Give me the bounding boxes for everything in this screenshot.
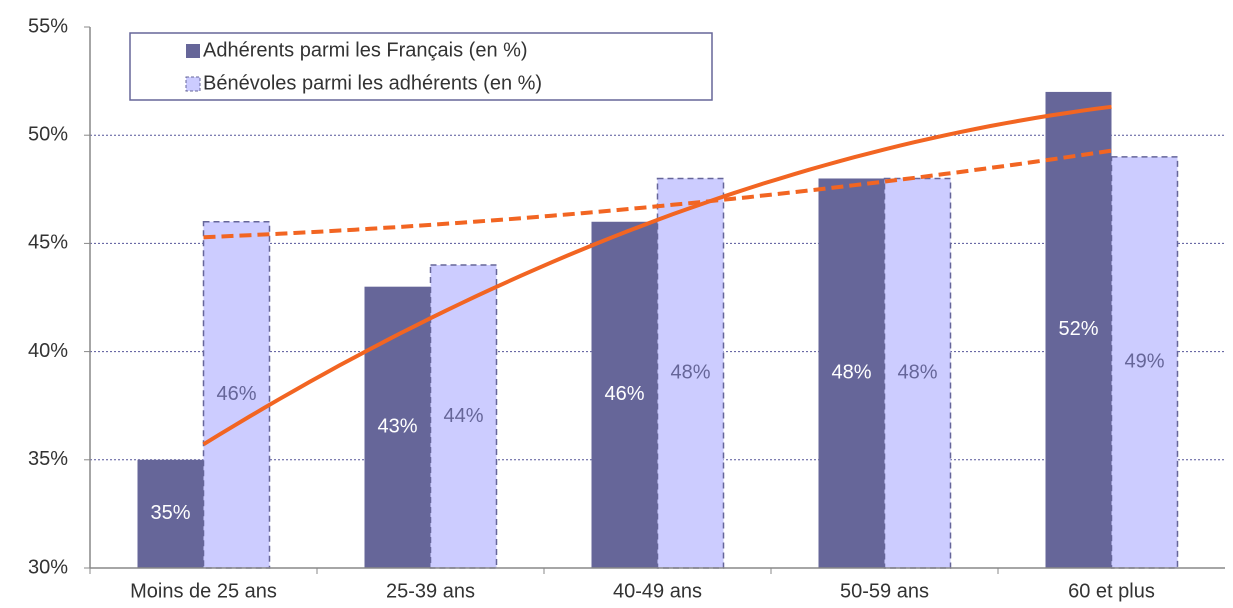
y-tick-label: 55% xyxy=(28,15,68,37)
data-label: 43% xyxy=(377,416,417,438)
bar xyxy=(1045,91,1112,569)
bar xyxy=(202,221,271,569)
bar xyxy=(429,264,498,569)
data-label: 46% xyxy=(604,383,644,405)
bar xyxy=(591,221,658,568)
y-tick-label: 45% xyxy=(28,232,68,254)
data-label: 48% xyxy=(897,362,937,384)
x-tick-label: 50-59 ans xyxy=(840,580,929,602)
data-label: 46% xyxy=(216,383,256,405)
bar xyxy=(1110,156,1179,569)
y-tick-label: 40% xyxy=(28,340,68,362)
legend-swatch xyxy=(185,76,201,92)
x-tick-label: 40-49 ans xyxy=(613,580,702,602)
bar xyxy=(818,178,885,569)
trendline xyxy=(202,104,1112,447)
y-tick-label: 30% xyxy=(28,556,68,578)
x-tick-label: 25-39 ans xyxy=(386,580,475,602)
x-tick-label: Moins de 25 ans xyxy=(130,580,277,602)
data-label: 44% xyxy=(443,405,483,427)
bar xyxy=(137,459,204,568)
x-tick-label: 60 et plus xyxy=(1068,580,1155,602)
legend-swatch xyxy=(186,44,200,58)
data-label: 49% xyxy=(1124,351,1164,373)
data-label: 48% xyxy=(831,362,871,384)
bar xyxy=(656,177,725,569)
y-tick-label: 35% xyxy=(28,448,68,470)
y-tick-label: 50% xyxy=(28,123,68,145)
data-label: 35% xyxy=(150,502,190,524)
data-label: 52% xyxy=(1058,318,1098,340)
data-label: 48% xyxy=(670,362,710,384)
legend-label: Bénévoles parmi les adhérents (en %) xyxy=(203,72,542,94)
legend-label: Adhérents parmi les Français (en %) xyxy=(203,39,528,61)
legend-box xyxy=(129,32,713,101)
trendline xyxy=(203,148,1112,240)
bar xyxy=(883,177,952,569)
